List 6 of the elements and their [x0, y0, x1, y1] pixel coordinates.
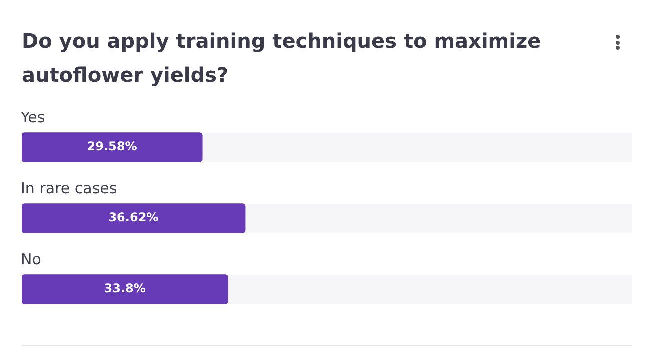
data-label: 33.8%	[104, 282, 146, 296]
y-tick-label: In rare cases	[21, 179, 118, 198]
y-tick-label: No	[21, 250, 42, 268]
data-label: 36.62%	[108, 210, 159, 225]
data-label: 29.58%	[87, 140, 138, 154]
chart-title: Do you apply training techniques to maximize autoflower yields?	[22, 28, 542, 89]
